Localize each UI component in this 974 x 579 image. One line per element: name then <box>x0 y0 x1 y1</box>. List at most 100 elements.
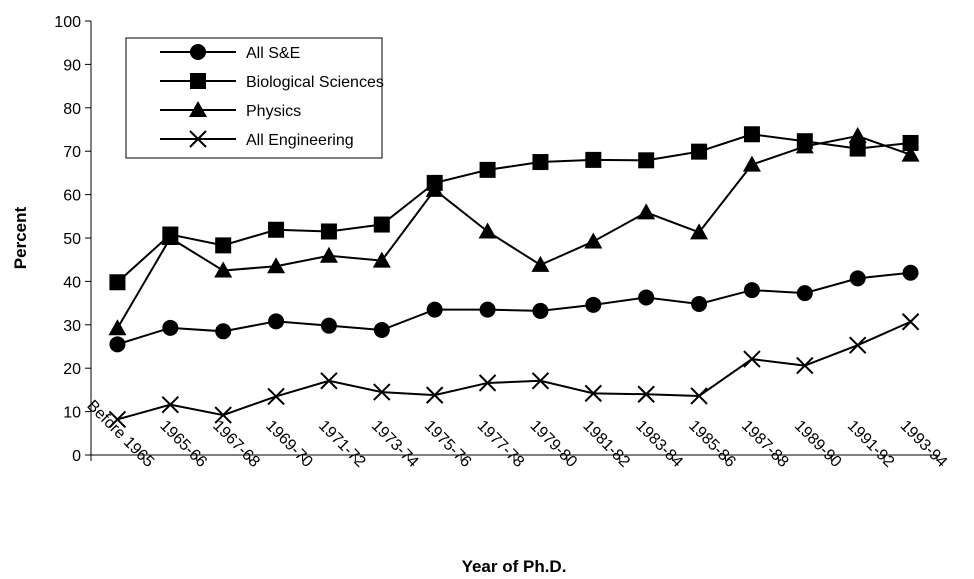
x-tick-label: 1967-68 <box>209 417 263 471</box>
data-point <box>162 319 179 336</box>
y-axis-title: Percent <box>11 206 30 269</box>
x-marker-stroke <box>848 336 867 354</box>
y-tick-label: 80 <box>63 101 81 118</box>
legend-marker <box>190 44 206 60</box>
data-point <box>372 251 391 268</box>
data-point <box>161 229 180 245</box>
data-point <box>901 145 920 162</box>
data-point <box>796 356 814 375</box>
legend-label: Biological Sciences <box>246 74 384 91</box>
data-point <box>902 264 919 281</box>
data-point <box>848 127 867 144</box>
data-point <box>268 221 285 238</box>
data-point <box>637 385 655 403</box>
data-point <box>742 155 761 172</box>
data-point <box>373 322 390 339</box>
series-physics <box>108 127 920 336</box>
x-marker-stroke <box>531 372 550 390</box>
data-point <box>585 151 602 168</box>
x-tick-label: 1965-66 <box>156 417 210 471</box>
data-point <box>319 246 338 263</box>
y-tick-label: 40 <box>63 274 81 291</box>
data-point <box>479 301 496 318</box>
data-point <box>479 161 496 178</box>
series-layer <box>108 126 920 429</box>
x-tick-label: 1971-72 <box>315 417 369 471</box>
data-point <box>109 274 126 291</box>
legend-marker <box>190 73 206 89</box>
series-line <box>117 271 911 346</box>
x-marker-stroke <box>637 385 655 403</box>
x-tick-label: Before 1965 <box>83 397 157 471</box>
legend-item-all-s-e: All S&E <box>160 44 300 62</box>
x-tick-label: 1983-84 <box>632 417 686 471</box>
data-point <box>690 387 708 405</box>
x-marker-stroke <box>690 387 708 405</box>
data-point <box>320 223 337 240</box>
data-point <box>901 313 920 331</box>
data-point <box>320 372 338 390</box>
data-point <box>320 317 337 334</box>
data-point <box>215 237 232 254</box>
y-tick-label: 20 <box>63 361 81 378</box>
data-point <box>531 255 550 272</box>
data-point <box>584 384 603 403</box>
data-point <box>849 270 866 287</box>
x-tick-label: 1987-88 <box>738 417 792 471</box>
legend-label: All Engineering <box>246 132 354 149</box>
x-marker-stroke <box>796 356 814 375</box>
data-point <box>426 301 443 318</box>
x-tick-label: 1973-74 <box>368 417 422 471</box>
data-point <box>478 222 497 239</box>
y-tick-label: 100 <box>54 14 81 31</box>
x-tick-label: 1993-94 <box>897 417 951 471</box>
x-marker-stroke <box>584 384 603 403</box>
data-point <box>108 319 127 336</box>
data-point <box>267 257 286 274</box>
x-tick-label: 1985-86 <box>685 417 739 471</box>
legend: All S&E Biological Sciences Physics All Eng… <box>125 37 384 159</box>
y-tick-label: 70 <box>63 144 81 161</box>
data-point <box>637 203 656 220</box>
x-marker-stroke <box>267 387 285 406</box>
data-point <box>215 323 232 340</box>
data-point <box>373 216 390 233</box>
legend-item-physics: Physics <box>160 101 301 120</box>
x-tick-label: 1991-92 <box>844 417 898 471</box>
data-point <box>848 336 867 354</box>
series-line <box>117 320 911 421</box>
x-marker-stroke <box>189 130 207 148</box>
legend-item-all-engineering: All Engineering <box>160 130 354 149</box>
x-marker-stroke <box>373 383 391 401</box>
x-marker-stroke <box>901 313 920 331</box>
data-point <box>691 143 708 160</box>
data-point <box>849 140 866 157</box>
legend-label: Physics <box>246 103 301 120</box>
x-marker-stroke <box>108 410 127 429</box>
data-point <box>531 372 550 390</box>
x-axis-title: Year of Ph.D. <box>462 557 567 576</box>
data-point <box>902 134 919 151</box>
x-marker-stroke <box>320 372 338 390</box>
data-point <box>425 180 444 197</box>
x-tick-label: 1979-80 <box>527 417 581 471</box>
data-point <box>585 296 602 313</box>
data-point <box>161 395 180 414</box>
x-tick-label: 1975-76 <box>421 417 475 471</box>
data-point <box>214 406 232 424</box>
y-tick-label: 90 <box>63 57 81 74</box>
data-point <box>109 336 126 353</box>
data-point <box>108 410 127 429</box>
x-marker-stroke <box>743 350 761 368</box>
legend-item-biological-sciences: Biological Sciences <box>160 73 384 91</box>
x-axis: Before 1965 1965-66 1967-68 1969-70 1971-72 1… <box>83 397 950 471</box>
data-point <box>690 223 709 240</box>
x-marker-stroke <box>425 386 444 404</box>
data-point <box>268 313 285 330</box>
legend-label: All S&E <box>246 45 300 62</box>
data-point <box>532 302 549 319</box>
data-point <box>373 383 391 401</box>
x-tick-label: 1969-70 <box>262 417 316 471</box>
data-point <box>691 295 708 312</box>
